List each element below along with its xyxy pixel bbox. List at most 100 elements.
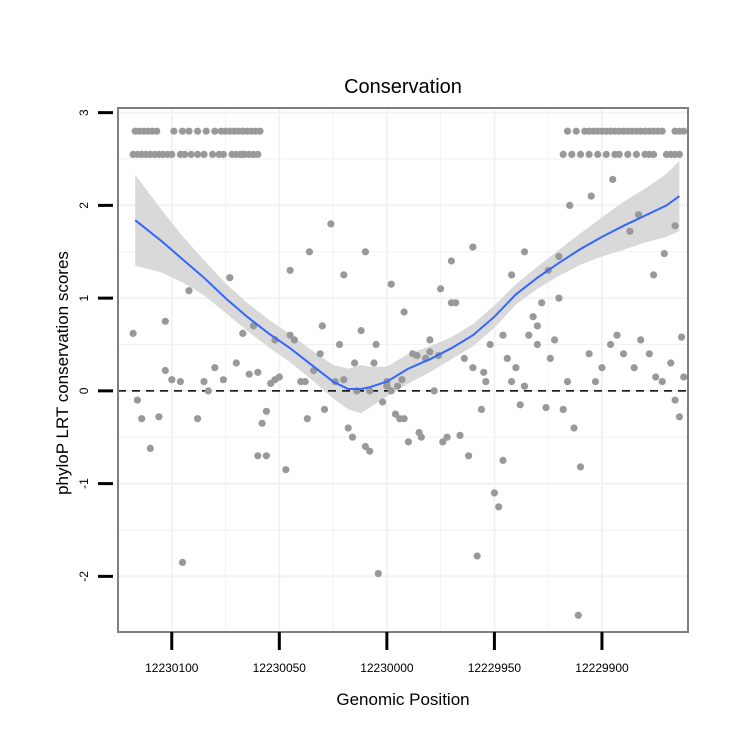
data-point xyxy=(667,359,675,367)
y-tick-label: 2 xyxy=(77,202,91,209)
data-point xyxy=(508,271,516,279)
data-point xyxy=(258,419,266,427)
y-tick-label: -1 xyxy=(77,478,91,489)
data-point xyxy=(170,127,178,135)
data-point xyxy=(495,503,503,511)
data-point xyxy=(572,127,580,135)
data-point xyxy=(138,415,146,423)
y-tick-label: -2 xyxy=(77,571,91,582)
data-point xyxy=(202,127,210,135)
data-point xyxy=(460,354,468,362)
data-point xyxy=(533,340,542,349)
data-point xyxy=(574,611,582,619)
data-point xyxy=(387,387,395,395)
y-axis-label: phyloP LRT conservation scores xyxy=(53,251,72,495)
data-point xyxy=(168,150,176,158)
data-point xyxy=(555,252,563,260)
data-point xyxy=(680,373,688,381)
data-point xyxy=(398,376,406,384)
data-point xyxy=(357,327,365,335)
data-point xyxy=(400,308,408,316)
data-point xyxy=(516,401,524,409)
data-point xyxy=(677,333,686,341)
data-point xyxy=(161,317,169,325)
data-point xyxy=(254,150,262,158)
data-point xyxy=(568,150,576,158)
data-point xyxy=(256,127,264,135)
data-point xyxy=(185,287,193,295)
data-point xyxy=(576,150,585,158)
data-point xyxy=(587,192,595,200)
y-tick-label: 0 xyxy=(77,387,91,394)
data-point xyxy=(316,350,324,358)
data-point xyxy=(499,331,507,339)
data-point xyxy=(305,248,313,256)
data-point xyxy=(370,359,378,367)
data-point xyxy=(262,452,270,460)
data-point xyxy=(533,322,542,330)
data-point xyxy=(529,313,537,321)
data-point xyxy=(559,150,567,158)
data-point xyxy=(525,331,533,339)
data-point xyxy=(340,376,348,384)
x-axis-label: Genomic Position xyxy=(336,690,469,709)
data-point xyxy=(499,456,507,464)
x-tick-label: 12230000 xyxy=(360,661,414,675)
data-point xyxy=(379,398,387,406)
data-point xyxy=(400,415,408,423)
data-point xyxy=(645,350,653,358)
data-point xyxy=(546,354,554,362)
data-point xyxy=(254,452,262,460)
data-point xyxy=(591,378,600,386)
data-point xyxy=(619,350,628,358)
data-point xyxy=(634,211,643,219)
data-point xyxy=(282,466,290,474)
data-point xyxy=(671,222,679,230)
data-point xyxy=(413,352,421,360)
data-point xyxy=(155,413,163,421)
data-point xyxy=(194,127,202,135)
y-tick-label: 1 xyxy=(77,294,91,301)
data-point xyxy=(566,201,574,209)
data-point xyxy=(211,364,219,372)
data-point xyxy=(146,444,154,452)
data-point xyxy=(366,447,374,455)
data-point xyxy=(181,150,189,158)
data-point xyxy=(185,127,193,135)
data-point xyxy=(538,299,546,307)
data-point xyxy=(650,271,658,279)
data-point xyxy=(194,415,202,423)
data-point xyxy=(335,340,344,349)
data-point xyxy=(348,433,357,441)
data-point xyxy=(176,378,184,386)
data-point xyxy=(594,150,602,158)
data-point xyxy=(153,127,161,135)
panel-border xyxy=(117,107,689,633)
data-point xyxy=(520,382,529,390)
data-point xyxy=(254,368,262,376)
data-point xyxy=(194,150,202,158)
data-point xyxy=(452,299,460,307)
data-point xyxy=(508,378,516,386)
smooth-curve xyxy=(134,195,680,390)
data-point xyxy=(652,373,660,381)
loess-line xyxy=(134,195,680,390)
data-point xyxy=(290,336,298,344)
data-point xyxy=(178,558,187,567)
data-point xyxy=(303,415,311,423)
data-point xyxy=(275,373,283,381)
data-point xyxy=(637,336,645,344)
data-point xyxy=(415,429,423,437)
x-tick-label: 12229950 xyxy=(468,661,522,675)
data-point xyxy=(133,396,141,404)
data-point xyxy=(602,150,610,158)
data-point xyxy=(366,387,374,395)
x-tick-label: 12230050 xyxy=(253,661,307,675)
data-point xyxy=(262,407,270,415)
data-point xyxy=(598,364,606,372)
data-point xyxy=(226,274,234,282)
data-point xyxy=(286,331,294,339)
data-point xyxy=(129,329,137,337)
data-point xyxy=(245,370,253,378)
data-point xyxy=(465,452,473,460)
